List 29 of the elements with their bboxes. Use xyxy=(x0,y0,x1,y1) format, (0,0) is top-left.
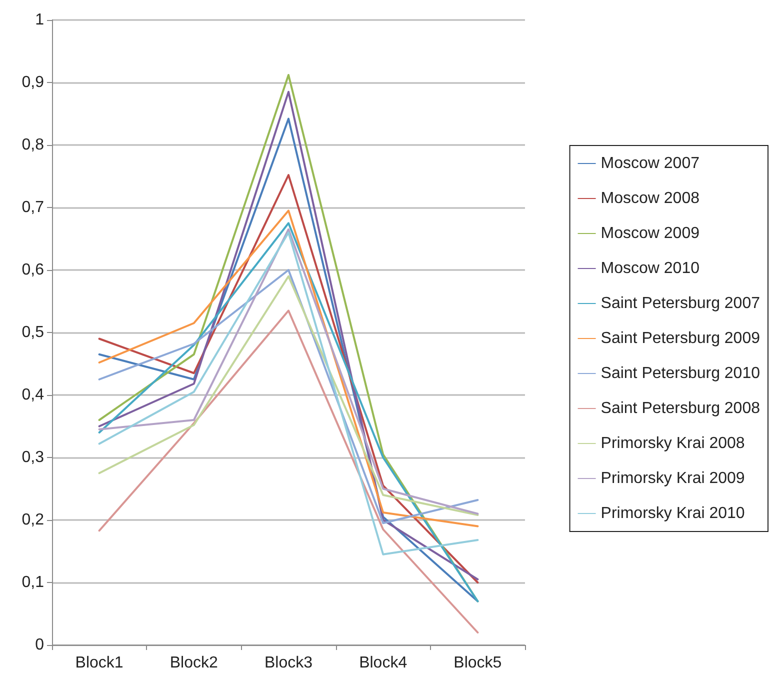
legend-label: Saint Petersburg 2009 xyxy=(600,330,760,347)
legend-label: Moscow 2010 xyxy=(600,260,700,277)
legend-label: Primorsky Krai 2010 xyxy=(600,505,745,522)
y-tick-label: 0,8 xyxy=(22,136,44,154)
legend-label: Saint Petersburg 2007 xyxy=(600,295,760,312)
y-tick-label: 0,5 xyxy=(22,324,44,341)
y-tick-label: 0,6 xyxy=(22,262,44,278)
legend-label: Moscow 2009 xyxy=(600,225,700,242)
x-tick-label: Block1 xyxy=(75,654,124,672)
x-tick-label: Block4 xyxy=(359,654,408,672)
y-tick-label: 0 xyxy=(35,636,44,654)
y-tick-label: 0,3 xyxy=(22,449,44,466)
y-tick-label: 0,9 xyxy=(22,74,44,91)
y-tick-label: 1 xyxy=(35,12,44,28)
x-tick-label: Block5 xyxy=(454,654,502,672)
y-tick-label: 0,4 xyxy=(22,386,44,404)
x-tick-label: Block2 xyxy=(170,654,218,672)
legend-label: Primorsky Krai 2008 xyxy=(600,435,745,452)
legend-label: Primorsky Krai 2009 xyxy=(600,470,745,487)
y-tick-label: 0,7 xyxy=(22,199,44,216)
y-tick-label: 0,1 xyxy=(22,574,44,591)
legend-label: Saint Petersburg 2010 xyxy=(600,365,760,382)
line-series xyxy=(98,174,479,584)
legend-label: Moscow 2008 xyxy=(600,190,700,207)
legend-label: Saint Petersburg 2008 xyxy=(600,400,760,417)
line-series xyxy=(98,310,479,634)
x-tick-label: Block3 xyxy=(264,654,313,672)
y-tick-label: 0,2 xyxy=(22,512,44,528)
legend-label: Moscow 2007 xyxy=(600,155,700,172)
